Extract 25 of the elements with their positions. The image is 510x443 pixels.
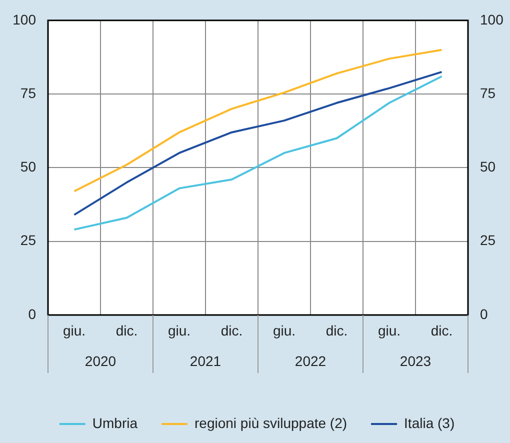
legend-label: Italia (3) [404, 414, 455, 431]
text: 2023 [400, 352, 432, 369]
text: 2021 [190, 352, 222, 369]
y2-tick-label: 25 [480, 232, 496, 248]
legend-label: regioni più sviluppate (2) [194, 414, 348, 431]
y-tick-label: 50 [20, 158, 36, 175]
y2-tick-label: 75 [480, 84, 496, 101]
x-tick-label: giu. [168, 322, 191, 338]
x-tick-label: giu. [378, 322, 401, 338]
y-tick-label: 0 [28, 306, 36, 322]
y2-tick-label: 0 [480, 306, 488, 322]
y-tick-label: 100 [12, 11, 36, 28]
x-tick-label: giu. [272, 322, 296, 338]
legend-label: Umbria [92, 414, 138, 431]
text: 2020 [84, 352, 116, 369]
y-tick-label: 75 [20, 84, 36, 101]
x-tick-label: dic. [116, 322, 138, 338]
x-tick-label: dic. [220, 322, 243, 338]
y2-tick-label: 50 [480, 158, 496, 175]
x-tick-label: dic. [430, 322, 453, 338]
x-tick-label: dic. [326, 322, 348, 338]
y-tick-label: 25 [20, 232, 36, 248]
x-tick-label: giu. [62, 322, 86, 338]
text: 2022 [294, 352, 326, 369]
y2-tick-label: 100 [480, 11, 504, 28]
